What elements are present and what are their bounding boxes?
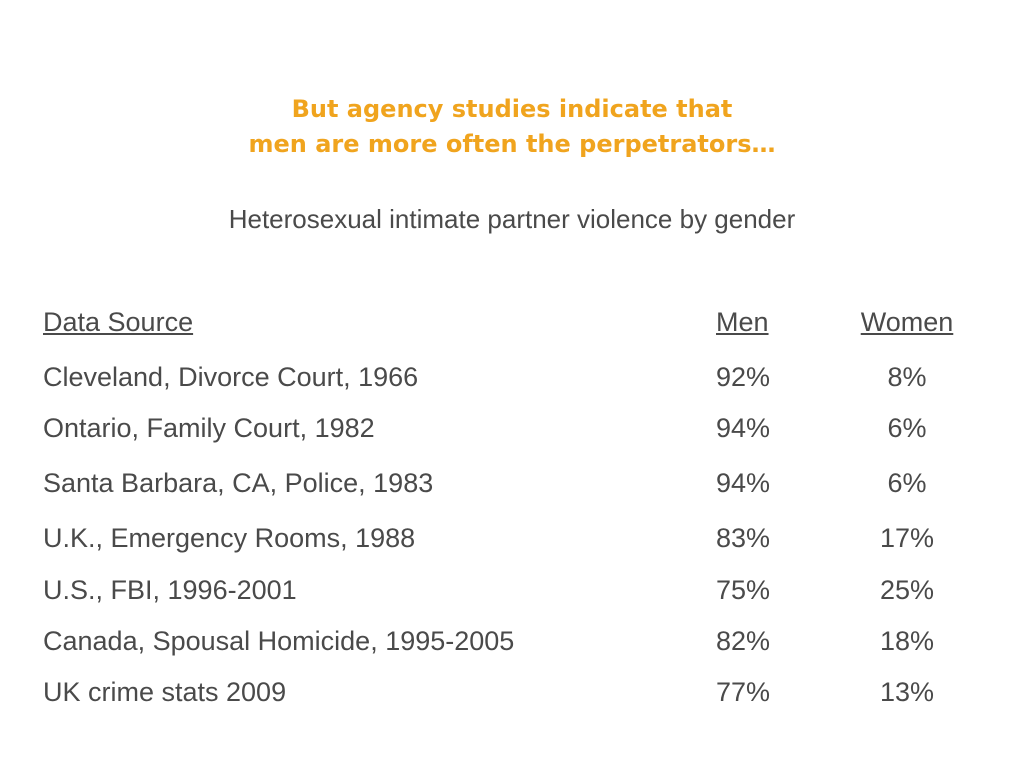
row-source: U.K., Emergency Rooms, 1988: [43, 523, 416, 553]
header-women: Women: [860, 307, 954, 337]
row-women-value: 17%: [879, 523, 935, 553]
row-women-value: 13%: [879, 677, 935, 707]
row-source: UK crime stats 2009: [43, 677, 287, 707]
row-men-value: 94%: [716, 413, 771, 443]
header-data-source: Data Source: [43, 307, 194, 337]
row-men-value: 92%: [716, 362, 771, 392]
row-men-value: 82%: [716, 626, 771, 656]
row-men-value: 75%: [716, 575, 771, 605]
row-source: U.S., FBI, 1996-2001: [43, 575, 297, 605]
row-source: Canada, Spousal Homicide, 1995-2005: [43, 626, 515, 656]
title-line-2: men are more often the perpetrators…: [248, 130, 776, 158]
row-source: Ontario, Family Court, 1982: [43, 413, 375, 443]
slide-title: But agency studies indicate that men are…: [0, 92, 1024, 162]
row-source: Santa Barbara, CA, Police, 1983: [43, 468, 434, 498]
row-women-value: 8%: [887, 362, 927, 392]
row-women-value: 18%: [879, 626, 935, 656]
header-men: Men: [716, 307, 769, 337]
row-men-value: 83%: [716, 523, 771, 553]
slide-subtitle: Heterosexual intimate partner violence b…: [228, 204, 796, 234]
row-source: Cleveland, Divorce Court, 1966: [43, 362, 419, 392]
row-women-value: 25%: [879, 575, 935, 605]
row-women-value: 6%: [887, 413, 927, 443]
title-line-1: But agency studies indicate that: [291, 95, 733, 123]
row-women-value: 6%: [887, 468, 927, 498]
row-men-value: 77%: [716, 677, 771, 707]
row-men-value: 94%: [716, 468, 771, 498]
